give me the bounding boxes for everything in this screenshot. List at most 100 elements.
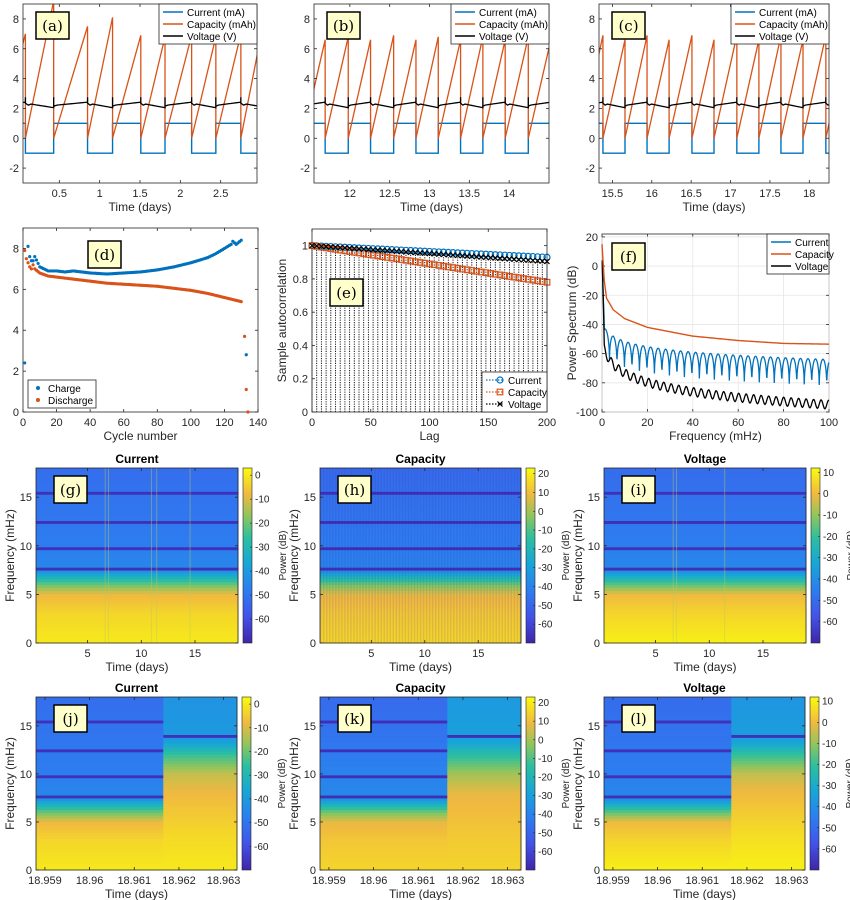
- heatmap-cell: [320, 769, 448, 773]
- panel-label-box: [53, 475, 88, 504]
- heatmap-cell: [36, 570, 239, 574]
- heatmap-cell: [320, 743, 448, 747]
- heatmap-cell: [604, 532, 807, 536]
- heatmap-cell: [320, 714, 448, 718]
- heatmap-cell: [731, 746, 806, 750]
- legend-marker: [36, 398, 40, 402]
- heatmap-cell: [36, 584, 239, 589]
- heatmap-cell: [731, 797, 806, 802]
- heatmap-cell: [604, 608, 807, 612]
- x-axis-label: Time (days): [389, 660, 452, 674]
- heatmap-cell: [163, 835, 238, 839]
- y-tick-label: 4: [304, 74, 310, 86]
- x-axis-label: Time (days): [674, 660, 737, 674]
- heatmap-cell: [163, 838, 238, 842]
- colorbar-tick-label: -50: [538, 828, 553, 839]
- heatmap-cell: [36, 616, 239, 621]
- heatmap-cell: [447, 769, 522, 773]
- heatmap-cell: [320, 697, 448, 701]
- heatmap-cell: [604, 795, 732, 799]
- panel-label-box: [337, 475, 372, 504]
- heatmap-cell: [320, 581, 522, 586]
- heatmap-cell: [320, 476, 522, 481]
- heatmap-cell: [36, 578, 239, 583]
- legend-entry: Charge: [48, 384, 81, 395]
- y-tick-label: 10: [20, 769, 32, 781]
- heatmap-stripe: [462, 468, 464, 643]
- heatmap-cell: [36, 815, 164, 819]
- heatmap-cell: [731, 757, 806, 761]
- marker-x: [356, 245, 362, 252]
- x-tick-label: 0: [309, 417, 315, 429]
- heatmap-stripe: [474, 468, 476, 643]
- marker-square: [369, 251, 377, 259]
- heatmap-stripe: [380, 468, 382, 643]
- heatmap-cell: [320, 549, 522, 554]
- data-point-charge: [34, 258, 39, 262]
- heatmap-cell: [447, 846, 522, 851]
- heatmap-cell: [163, 746, 238, 750]
- heatmap-cell: [36, 532, 239, 536]
- heatmap-cell: [163, 774, 238, 779]
- heatmap-cell: [36, 797, 164, 802]
- heatmap-cell: [604, 740, 732, 744]
- colorbar-tick-label: -30: [255, 543, 270, 554]
- heatmap-cell: [731, 714, 806, 718]
- heatmap-cell: [36, 517, 239, 521]
- heatmap-cell: [320, 514, 522, 519]
- heatmap-cell: [604, 479, 807, 484]
- x-tick-label: 1.5: [132, 188, 147, 200]
- heatmap-cell: [604, 625, 807, 629]
- marker-x: [501, 255, 508, 262]
- heatmap-cell: [320, 488, 522, 492]
- heatmap-cell: [447, 852, 522, 857]
- heatmap-cell: [731, 754, 806, 759]
- heatmap-cell: [36, 746, 164, 750]
- heatmap-cell: [36, 561, 239, 565]
- heatmap-cell: [320, 855, 448, 859]
- heatmap-cell: [320, 599, 522, 603]
- x-axis-label: Time (days): [109, 200, 172, 214]
- heatmap-cell: [604, 792, 732, 796]
- heatmap-cell: [163, 806, 238, 810]
- y-tick-label: 0.2: [293, 374, 308, 386]
- colorbar-tick-label: 0: [823, 489, 829, 500]
- heatmap-stripe: [468, 468, 470, 643]
- series-voltage: [601, 260, 830, 410]
- x-tick-label: 15.5: [602, 188, 623, 200]
- heatmap-cell: [320, 725, 448, 730]
- heatmap-cell: [36, 763, 164, 767]
- heatmap-stripe: [362, 468, 364, 643]
- heatmap-cell: [36, 838, 164, 842]
- heatmap-cell: [320, 610, 522, 615]
- x-axis-label: Lag: [419, 429, 439, 443]
- x-axis-label: Time (days): [400, 200, 463, 214]
- data-point-charge: [61, 270, 65, 274]
- heatmap-cell: [320, 734, 448, 738]
- x-tick-label: 18.96: [76, 875, 104, 887]
- heatmap-cell: [604, 555, 807, 559]
- legend-entry: Discharge: [48, 396, 93, 407]
- heatmap-stripe: [104, 468, 106, 643]
- heatmap-cell: [731, 820, 806, 825]
- panel-e: 0 50 100 150 200 0 0.2 0.4 0.6 0.8 1 Lag Sample auto…: [275, 228, 556, 443]
- heatmap-cell: [604, 849, 732, 854]
- heatmap-cell: [320, 570, 522, 574]
- marker-square: [534, 277, 541, 285]
- series-voltage: [314, 97, 549, 109]
- marker-x: [440, 251, 447, 258]
- heatmap-cell: [447, 789, 522, 793]
- heatmap-stripe: [441, 468, 443, 643]
- x-tick-label: 140: [249, 417, 267, 429]
- data-point-charge: [212, 252, 216, 256]
- y-tick-label: 5: [26, 589, 32, 601]
- data-point-charge: [53, 269, 57, 273]
- marker-x: [388, 248, 395, 254]
- heatmap-cell: [163, 786, 238, 790]
- heatmap-cell: [731, 852, 806, 857]
- heatmap-cell: [36, 508, 239, 513]
- plot-area: [314, 35, 549, 154]
- heatmap-cell: [604, 491, 807, 495]
- heatmap-cell: [604, 711, 732, 715]
